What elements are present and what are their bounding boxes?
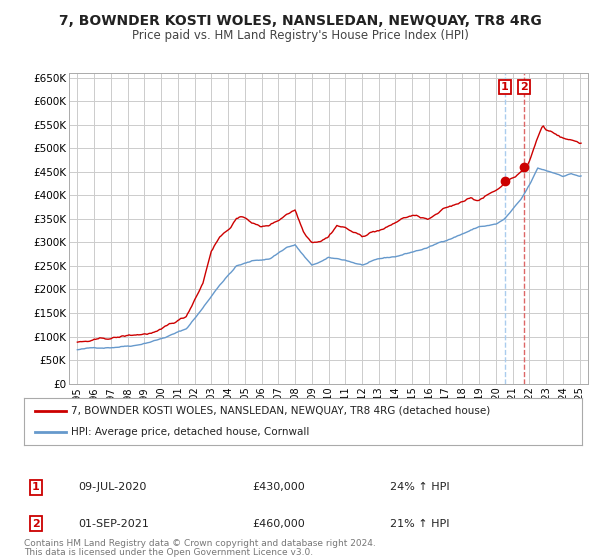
- Text: Contains HM Land Registry data © Crown copyright and database right 2024.: Contains HM Land Registry data © Crown c…: [24, 539, 376, 548]
- Text: 21% ↑ HPI: 21% ↑ HPI: [390, 519, 449, 529]
- Text: This data is licensed under the Open Government Licence v3.0.: This data is licensed under the Open Gov…: [24, 548, 313, 557]
- Text: Price paid vs. HM Land Registry's House Price Index (HPI): Price paid vs. HM Land Registry's House …: [131, 29, 469, 42]
- Text: 7, BOWNDER KOSTI WOLES, NANSLEDAN, NEWQUAY, TR8 4RG (detached house): 7, BOWNDER KOSTI WOLES, NANSLEDAN, NEWQU…: [71, 406, 491, 416]
- Text: 2: 2: [32, 519, 40, 529]
- Text: £460,000: £460,000: [252, 519, 305, 529]
- Text: 01-SEP-2021: 01-SEP-2021: [78, 519, 149, 529]
- Text: HPI: Average price, detached house, Cornwall: HPI: Average price, detached house, Corn…: [71, 427, 310, 437]
- Text: 24% ↑ HPI: 24% ↑ HPI: [390, 482, 449, 492]
- Text: 09-JUL-2020: 09-JUL-2020: [78, 482, 146, 492]
- Text: 1: 1: [32, 482, 40, 492]
- Text: 1: 1: [501, 82, 509, 92]
- Text: 7, BOWNDER KOSTI WOLES, NANSLEDAN, NEWQUAY, TR8 4RG: 7, BOWNDER KOSTI WOLES, NANSLEDAN, NEWQU…: [59, 14, 541, 28]
- Text: £430,000: £430,000: [252, 482, 305, 492]
- Text: 2: 2: [520, 82, 528, 92]
